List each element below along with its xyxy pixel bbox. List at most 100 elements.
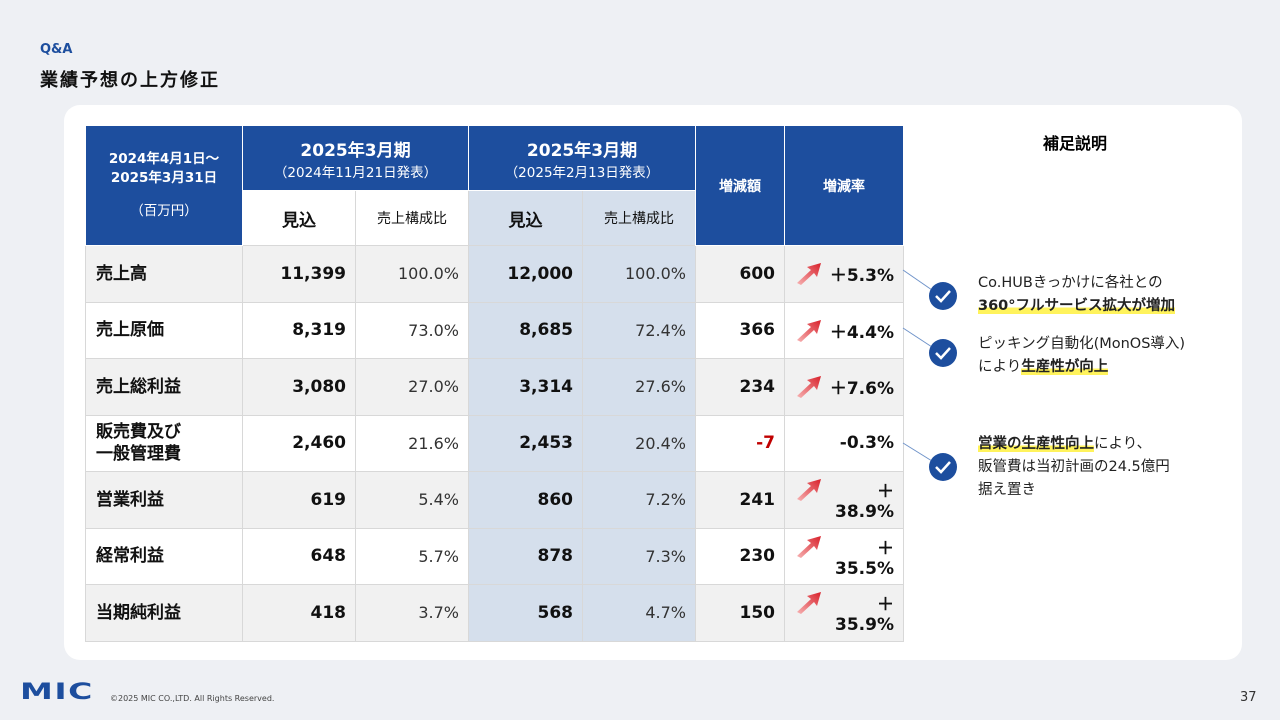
- period-cell: 2024年4月1日～ 2025年3月31日 （百万円）: [85, 125, 243, 246]
- up-arrow: [797, 479, 821, 502]
- table: 2024年4月1日～ 2025年3月31日 （百万円） 2025年3月期 （202…: [85, 125, 904, 642]
- cell: 366: [695, 301, 785, 359]
- note-line: 営業の生産性向上により、: [978, 433, 1170, 456]
- note-text: 据え置き: [978, 482, 1036, 498]
- value: -7: [756, 433, 775, 454]
- cell: 7.2%: [582, 471, 696, 529]
- value: 4.7%: [645, 603, 686, 623]
- cell: 21.6%: [355, 414, 469, 472]
- note: ピッキング自動化(MonOS導入) により生産性が向上: [978, 333, 1185, 379]
- note-text: により、: [1094, 436, 1152, 452]
- row-label-line: 一般管理費: [96, 444, 181, 465]
- value: 12,000: [507, 263, 573, 284]
- up-arrow: [797, 592, 821, 615]
- value: 27.0%: [408, 377, 459, 397]
- diff-head: 増減額: [695, 125, 785, 246]
- value: 366: [739, 320, 776, 341]
- value: 21.6%: [408, 433, 459, 453]
- cell: 4.7%: [582, 584, 696, 642]
- note-line: 販管費は当初計画の24.5億円: [978, 456, 1170, 479]
- cell: ＋35.5%: [784, 527, 904, 585]
- cell: 2,460: [242, 414, 356, 472]
- value: 3,314: [519, 376, 573, 397]
- row: 営業利益 619 5.4% 860 7.2% 241 ＋38.9%: [85, 471, 904, 529]
- rate: -0.3%: [839, 433, 894, 454]
- cell: 3,080: [242, 358, 356, 416]
- cell: -7: [695, 414, 785, 472]
- row: 売上原価 8,319 73.0% 8,685 72.4% 366 ＋4.4%: [85, 301, 904, 359]
- row-label-line: 当期純利益: [96, 602, 181, 623]
- note-line: ピッキング自動化(MonOS導入): [978, 333, 1185, 356]
- cell: ＋5.3%: [784, 245, 904, 303]
- notes-title: 補足説明: [1042, 134, 1107, 153]
- cell: 8,685: [468, 301, 583, 359]
- row-label: 当期純利益: [85, 584, 243, 642]
- cell: 72.4%: [582, 301, 696, 359]
- subheader: 見込: [468, 190, 583, 246]
- value: 568: [537, 602, 574, 623]
- value: 230: [739, 546, 776, 567]
- value: 3.7%: [418, 603, 459, 623]
- subheader: 見込: [242, 190, 356, 246]
- note-line: により生産性が向上: [978, 356, 1185, 379]
- section: Q&A: [40, 42, 73, 57]
- row: 経常利益 648 5.7% 878 7.3% 230 ＋35.5%: [85, 527, 904, 585]
- rate: ＋4.4%: [829, 322, 894, 343]
- value: 100.0%: [624, 264, 686, 284]
- cell: ＋38.9%: [784, 471, 904, 529]
- cell: ＋4.4%: [784, 301, 904, 359]
- note-text: 販管費は当初計画の24.5億円: [978, 459, 1170, 475]
- cell: 860: [468, 471, 583, 529]
- row: 売上高 11,399 100.0% 12,000 100.0% 600 ＋5.3%: [85, 245, 904, 303]
- value: 20.4%: [635, 433, 686, 453]
- value: 150: [739, 602, 776, 623]
- rate: ＋38.9%: [835, 482, 894, 523]
- page-number: 37: [1240, 690, 1257, 705]
- value: 7.3%: [645, 546, 686, 566]
- note-text: ピッキング自動化(MonOS導入): [978, 336, 1186, 352]
- value: 11,399: [280, 263, 346, 284]
- up-arrow: [797, 319, 821, 342]
- row-label-line: 販売費及び: [96, 422, 181, 443]
- cell: 418: [242, 584, 356, 642]
- value: 5.7%: [418, 546, 459, 566]
- subheader: 売上構成比: [355, 190, 469, 246]
- cell: 100.0%: [355, 245, 469, 303]
- cell: 568: [468, 584, 583, 642]
- cell: 5.4%: [355, 471, 469, 529]
- value: 860: [537, 489, 574, 510]
- up-arrow: [797, 263, 821, 286]
- group-sub: （2024年11月21日発表）: [273, 164, 438, 181]
- note: Co.HUBきっかけに各社との 360°フルサービス拡大が増加: [978, 272, 1176, 318]
- row: 販売費及び 一般管理費 2,460 21.6% 2,453 20.4% -7 -0.3%: [85, 414, 904, 472]
- group-sub: （2025年2月13日発表）: [504, 164, 660, 181]
- value: 7.2%: [645, 490, 686, 510]
- rate: ＋7.6%: [829, 379, 894, 400]
- value: 5.4%: [418, 490, 459, 510]
- cell: 20.4%: [582, 414, 696, 472]
- cell: 8,319: [242, 301, 356, 359]
- value: 600: [739, 263, 776, 284]
- cell: -0.3%: [784, 414, 904, 472]
- group-title: 2025年3月期: [300, 140, 411, 161]
- rate: ＋35.5%: [835, 538, 894, 579]
- cell: 878: [468, 527, 583, 585]
- value: 100.0%: [397, 264, 459, 284]
- note-text: により: [978, 359, 1022, 375]
- cell: 3,314: [468, 358, 583, 416]
- subheader: 売上構成比: [582, 190, 696, 246]
- copyright: ©2025 MIC CO.,LTD. All Rights Reserved.: [110, 694, 275, 703]
- row: 当期純利益 418 3.7% 568 4.7% 150 ＋35.9%: [85, 584, 904, 642]
- row-label: 売上高: [85, 245, 243, 303]
- value: 234: [739, 376, 776, 397]
- value: 2,460: [292, 433, 346, 454]
- row-label-line: 売上高: [96, 263, 147, 284]
- value: 3,080: [292, 376, 346, 397]
- cell: 600: [695, 245, 785, 303]
- title: 業績予想の上方修正: [40, 70, 220, 91]
- value: 2,453: [519, 433, 573, 454]
- rate-head: 増減率: [784, 125, 904, 246]
- row: 売上総利益 3,080 27.0% 3,314 27.6% 234 ＋7.6%: [85, 358, 904, 416]
- rate: ＋5.3%: [829, 266, 894, 287]
